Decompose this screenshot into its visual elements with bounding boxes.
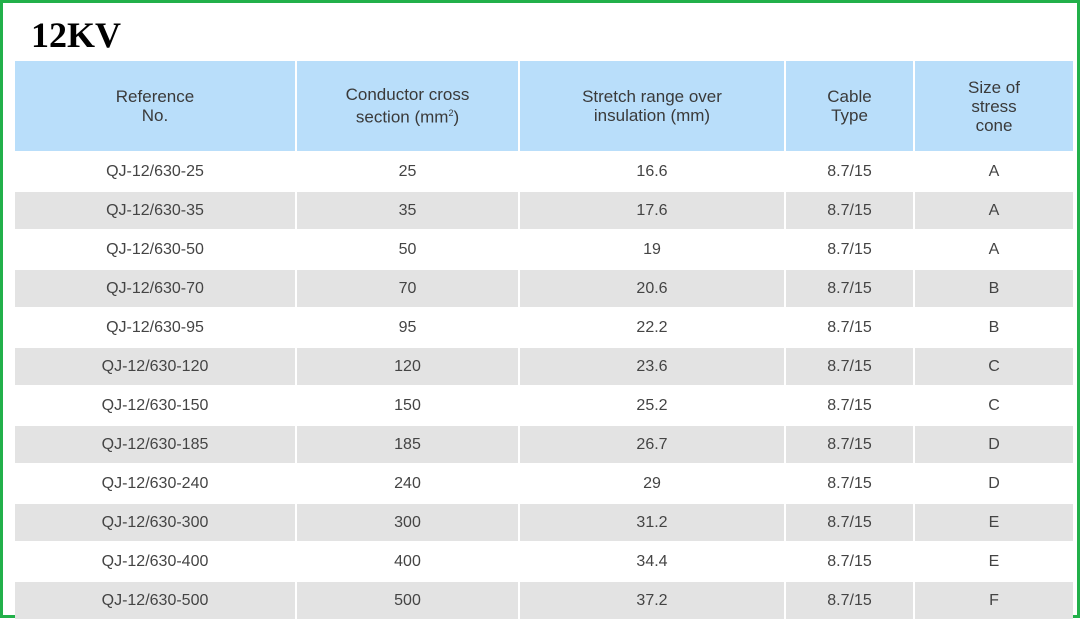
cell-cable-type: 8.7/15 <box>786 229 915 268</box>
cell-stretch-range: 34.4 <box>520 541 786 580</box>
cell-reference: QJ-12/630-150 <box>15 385 297 424</box>
header-cable-type: Cable Type <box>786 61 915 151</box>
cell-stress-cone: E <box>915 502 1073 541</box>
cell-stress-cone: F <box>915 580 1073 619</box>
cell-stretch-range: 19 <box>520 229 786 268</box>
table-row: QJ-12/630-50 50 19 8.7/15 A <box>15 229 1073 268</box>
cell-reference: QJ-12/630-70 <box>15 268 297 307</box>
table-row: QJ-12/630-70 70 20.6 8.7/15 B <box>15 268 1073 307</box>
cell-cable-type: 8.7/15 <box>786 385 915 424</box>
cell-stretch-range: 37.2 <box>520 580 786 619</box>
cell-cable-type: 8.7/15 <box>786 346 915 385</box>
cell-stretch-range: 20.6 <box>520 268 786 307</box>
cell-reference: QJ-12/630-95 <box>15 307 297 346</box>
cell-stress-cone: D <box>915 463 1073 502</box>
cell-stretch-range: 16.6 <box>520 151 786 190</box>
cell-conductor-section: 25 <box>297 151 520 190</box>
cell-cable-type: 8.7/15 <box>786 463 915 502</box>
cell-reference: QJ-12/630-240 <box>15 463 297 502</box>
cell-stress-cone: D <box>915 424 1073 463</box>
table-row: QJ-12/630-120 120 23.6 8.7/15 C <box>15 346 1073 385</box>
cell-conductor-section: 120 <box>297 346 520 385</box>
table-body: QJ-12/630-25 25 16.6 8.7/15 A QJ-12/630-35 35 1… <box>15 151 1073 619</box>
cell-conductor-section: 35 <box>297 190 520 229</box>
cell-stress-cone: E <box>915 541 1073 580</box>
cell-conductor-section: 50 <box>297 229 520 268</box>
cell-conductor-section: 300 <box>297 502 520 541</box>
table-row: QJ-12/630-25 25 16.6 8.7/15 A <box>15 151 1073 190</box>
header-reference: Reference No. <box>15 61 297 151</box>
cell-stress-cone: B <box>915 268 1073 307</box>
cell-stress-cone: A <box>915 151 1073 190</box>
header-stretch-range: Stretch range over insulation (mm) <box>520 61 786 151</box>
header-stress-cone-size: Size of stress cone <box>915 61 1073 151</box>
table-header-row: Reference No. Conductor cross section (m… <box>15 61 1073 151</box>
cell-stress-cone: C <box>915 346 1073 385</box>
cell-reference: QJ-12/630-120 <box>15 346 297 385</box>
spec-table: Reference No. Conductor cross section (m… <box>15 61 1073 619</box>
table-row: QJ-12/630-35 35 17.6 8.7/15 A <box>15 190 1073 229</box>
table-row: QJ-12/630-185 185 26.7 8.7/15 D <box>15 424 1073 463</box>
table-row: QJ-12/630-150 150 25.2 8.7/15 C <box>15 385 1073 424</box>
cell-stretch-range: 22.2 <box>520 307 786 346</box>
cell-stretch-range: 17.6 <box>520 190 786 229</box>
table-row: QJ-12/630-400 400 34.4 8.7/15 E <box>15 541 1073 580</box>
table-row: QJ-12/630-95 95 22.2 8.7/15 B <box>15 307 1073 346</box>
table-row: QJ-12/630-500 500 37.2 8.7/15 F <box>15 580 1073 619</box>
cell-reference: QJ-12/630-25 <box>15 151 297 190</box>
cell-conductor-section: 70 <box>297 268 520 307</box>
cell-cable-type: 8.7/15 <box>786 307 915 346</box>
cell-stretch-range: 26.7 <box>520 424 786 463</box>
cell-stress-cone: C <box>915 385 1073 424</box>
cell-stretch-range: 23.6 <box>520 346 786 385</box>
cell-cable-type: 8.7/15 <box>786 190 915 229</box>
page-title: 12KV <box>31 15 121 55</box>
cell-reference: QJ-12/630-300 <box>15 502 297 541</box>
cell-cable-type: 8.7/15 <box>786 580 915 619</box>
cell-stress-cone: B <box>915 307 1073 346</box>
cell-cable-type: 8.7/15 <box>786 502 915 541</box>
table-row: QJ-12/630-300 300 31.2 8.7/15 E <box>15 502 1073 541</box>
cell-reference: QJ-12/630-50 <box>15 229 297 268</box>
cell-conductor-section: 240 <box>297 463 520 502</box>
cell-stress-cone: A <box>915 229 1073 268</box>
cell-conductor-section: 400 <box>297 541 520 580</box>
cell-stretch-range: 31.2 <box>520 502 786 541</box>
cell-conductor-section: 185 <box>297 424 520 463</box>
cell-reference: QJ-12/630-185 <box>15 424 297 463</box>
cell-cable-type: 8.7/15 <box>786 541 915 580</box>
cell-reference: QJ-12/630-35 <box>15 190 297 229</box>
header-conductor-cross-section: Conductor cross section (mm2) <box>297 61 520 151</box>
cell-conductor-section: 500 <box>297 580 520 619</box>
cell-stretch-range: 25.2 <box>520 385 786 424</box>
table-row: QJ-12/630-240 240 29 8.7/15 D <box>15 463 1073 502</box>
cell-stress-cone: A <box>915 190 1073 229</box>
cell-stretch-range: 29 <box>520 463 786 502</box>
cell-conductor-section: 95 <box>297 307 520 346</box>
cell-cable-type: 8.7/15 <box>786 268 915 307</box>
cell-reference: QJ-12/630-500 <box>15 580 297 619</box>
cell-conductor-section: 150 <box>297 385 520 424</box>
cell-reference: QJ-12/630-400 <box>15 541 297 580</box>
cell-cable-type: 8.7/15 <box>786 424 915 463</box>
cell-cable-type: 8.7/15 <box>786 151 915 190</box>
